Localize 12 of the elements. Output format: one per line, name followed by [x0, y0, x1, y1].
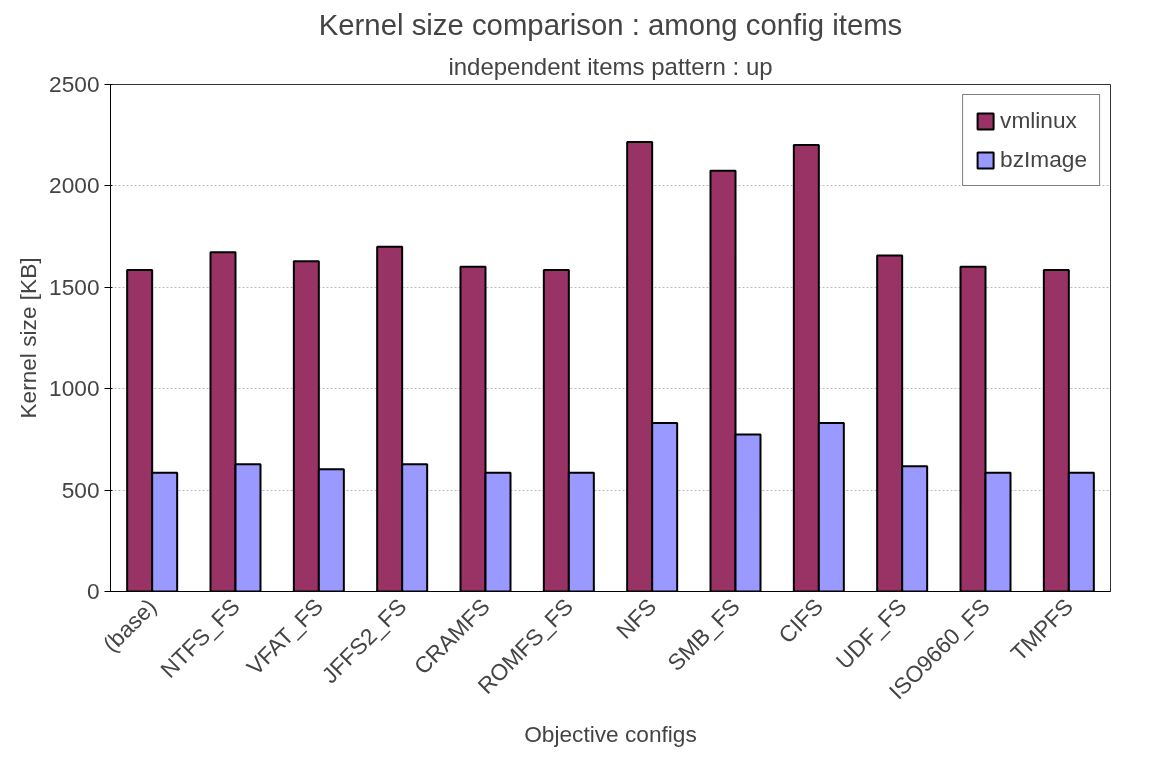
text: independent items pattern : up — [448, 52, 773, 80]
y-axis-title: Kernel size [KB] — [15, 257, 42, 419]
y-tick-label: 2500 — [49, 71, 100, 97]
y-tick-label: 2000 — [49, 172, 100, 199]
legend-label: vmlinux — [1000, 107, 1077, 134]
y-tick-label: 500 — [61, 476, 100, 503]
y-tick-label: 1500 — [49, 273, 100, 300]
y-tick-label: 0 — [86, 578, 100, 604]
y-tick-label: 1000 — [49, 375, 100, 402]
legend-label: bzImage — [1000, 146, 1087, 173]
x-axis-title: Objective configs — [524, 721, 697, 748]
chart-title: Kernel size comparison : among config items — [318, 7, 903, 41]
